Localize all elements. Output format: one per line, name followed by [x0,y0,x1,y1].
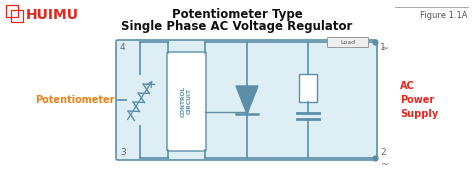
Text: 1: 1 [380,43,386,52]
FancyBboxPatch shape [167,52,206,151]
Text: HUIMU: HUIMU [26,8,79,22]
FancyBboxPatch shape [328,37,368,47]
Text: 3: 3 [120,148,126,157]
Text: ~: ~ [381,44,389,54]
Text: AC
Power
Supply: AC Power Supply [400,81,438,119]
Text: 4: 4 [120,43,126,52]
Text: Potentiometer: Potentiometer [35,95,115,105]
Text: Figure 1.1A: Figure 1.1A [420,11,467,20]
FancyBboxPatch shape [299,74,317,102]
Polygon shape [236,86,258,114]
Text: Potentiometer Type: Potentiometer Type [172,8,302,21]
Text: CONTROL
CIRCUIT: CONTROL CIRCUIT [181,86,192,117]
Text: 2: 2 [380,148,386,157]
Text: ~: ~ [381,160,389,170]
Text: Single Phase AC Voltage Regulator: Single Phase AC Voltage Regulator [121,20,353,33]
Text: .: . [64,14,67,24]
Text: Load: Load [340,39,356,45]
FancyBboxPatch shape [116,40,377,160]
